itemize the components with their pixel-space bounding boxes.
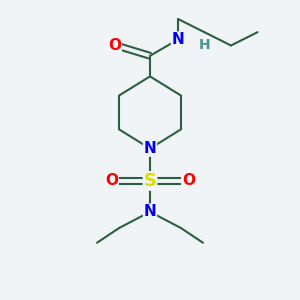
Text: N: N xyxy=(144,141,156,156)
Text: H: H xyxy=(199,38,210,52)
Text: O: O xyxy=(182,173,195,188)
Text: S: S xyxy=(143,172,157,190)
Text: N: N xyxy=(144,204,156,219)
Text: O: O xyxy=(105,173,118,188)
Text: N: N xyxy=(172,32,184,47)
Text: O: O xyxy=(108,38,121,53)
